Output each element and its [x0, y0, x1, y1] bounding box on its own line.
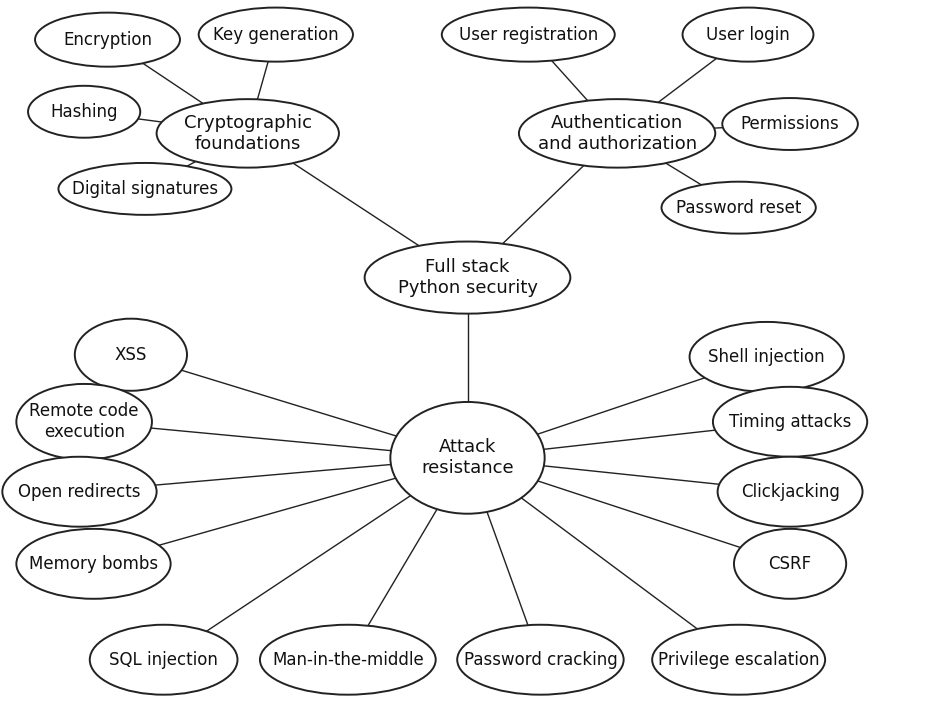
- Text: Digital signatures: Digital signatures: [72, 180, 218, 198]
- Ellipse shape: [718, 457, 862, 526]
- Ellipse shape: [457, 624, 624, 695]
- Text: Attack
resistance: Attack resistance: [421, 438, 514, 477]
- Text: Key generation: Key generation: [213, 26, 338, 43]
- Text: Remote code
execution: Remote code execution: [29, 402, 139, 441]
- Text: Permissions: Permissions: [741, 115, 840, 133]
- Ellipse shape: [90, 624, 237, 695]
- Text: SQL injection: SQL injection: [109, 651, 218, 668]
- Ellipse shape: [59, 163, 232, 215]
- Text: User login: User login: [706, 26, 790, 43]
- Text: Encryption: Encryption: [63, 31, 152, 48]
- Text: Memory bombs: Memory bombs: [29, 555, 158, 572]
- Ellipse shape: [661, 182, 815, 234]
- Text: User registration: User registration: [459, 26, 597, 43]
- Text: Clickjacking: Clickjacking: [741, 483, 840, 500]
- Text: Full stack
Python security: Full stack Python security: [397, 258, 538, 297]
- Ellipse shape: [75, 319, 187, 391]
- Text: Privilege escalation: Privilege escalation: [658, 651, 819, 668]
- Ellipse shape: [3, 457, 157, 526]
- Text: XSS: XSS: [115, 346, 147, 363]
- Text: Password reset: Password reset: [676, 199, 801, 216]
- Text: Timing attacks: Timing attacks: [729, 413, 851, 430]
- Text: Hashing: Hashing: [50, 103, 118, 120]
- Ellipse shape: [712, 386, 868, 457]
- Ellipse shape: [722, 98, 858, 150]
- Text: Open redirects: Open redirects: [18, 483, 141, 500]
- Ellipse shape: [441, 8, 615, 62]
- Ellipse shape: [653, 624, 825, 695]
- Ellipse shape: [16, 529, 170, 598]
- Text: Shell injection: Shell injection: [709, 348, 825, 366]
- Ellipse shape: [28, 86, 140, 138]
- Ellipse shape: [16, 384, 151, 460]
- Text: Man-in-the-middle: Man-in-the-middle: [272, 651, 424, 668]
- Text: Cryptographic
foundations: Cryptographic foundations: [184, 114, 311, 153]
- Ellipse shape: [683, 8, 813, 62]
- Ellipse shape: [198, 8, 353, 62]
- Ellipse shape: [689, 322, 843, 392]
- Ellipse shape: [519, 99, 715, 167]
- Text: CSRF: CSRF: [769, 555, 812, 572]
- Text: Authentication
and authorization: Authentication and authorization: [538, 114, 697, 153]
- Ellipse shape: [734, 529, 846, 598]
- Ellipse shape: [365, 242, 570, 314]
- Ellipse shape: [36, 13, 180, 67]
- Ellipse shape: [260, 624, 436, 695]
- Ellipse shape: [391, 402, 544, 513]
- Ellipse shape: [157, 99, 338, 167]
- Text: Password cracking: Password cracking: [464, 651, 617, 668]
